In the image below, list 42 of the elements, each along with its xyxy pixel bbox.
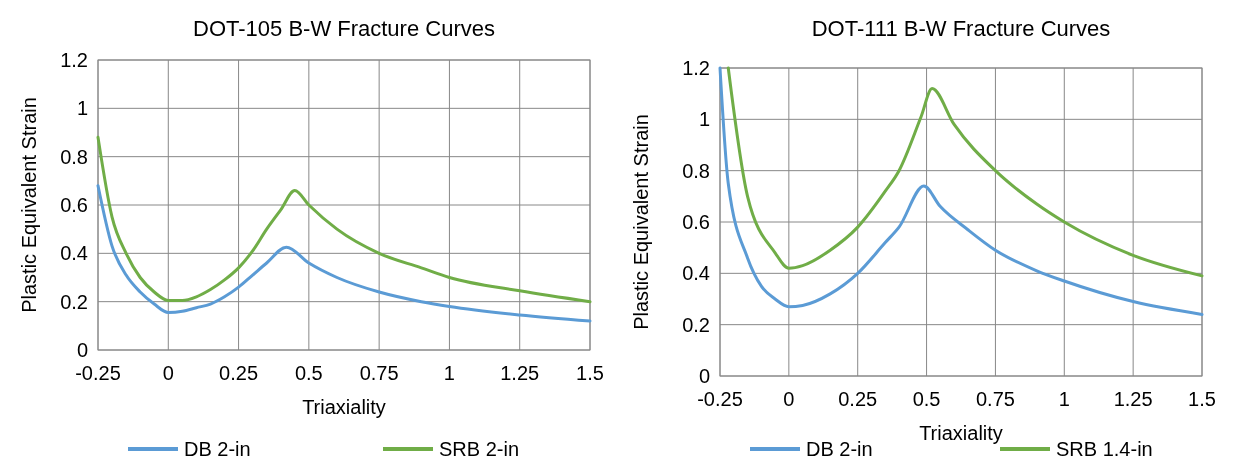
y-tick-label: 1 (698, 108, 710, 131)
y-tick-label: 0 (76, 339, 88, 361)
legend-label: SRB 2-in (439, 438, 520, 460)
x-tick-label: 0 (783, 388, 795, 410)
x-tick-label: 0.25 (219, 362, 259, 384)
line-series (96, 135, 592, 304)
y-tick-label: 0.8 (60, 145, 88, 168)
x-tick-label: -0.25 (697, 388, 743, 410)
x-tick-label: 1.5 (576, 362, 604, 384)
y-tick-label: 1.2 (682, 57, 710, 79)
x-tick-label: 0.75 (975, 388, 1015, 410)
legend-label: DB 2-in (806, 438, 873, 460)
x-tick-label: 1.25 (500, 362, 540, 384)
y-tick-label: 0.2 (60, 290, 88, 313)
y-axis-title: Plastic Equivalent Strain (18, 97, 40, 313)
y-tick-label: 0.4 (60, 242, 88, 265)
y-axis-title: Plastic Equivalent Strain (630, 114, 652, 330)
chart-title: DOT-105 B-W Fracture Curves (193, 16, 495, 41)
x-axis-title: Triaxiality (302, 396, 386, 418)
x-tick-label: 1 (443, 362, 455, 384)
y-tick-label: 0.6 (60, 194, 88, 216)
x-tick-label: 1 (1058, 388, 1070, 410)
y-tick-label: 0.6 (682, 211, 710, 233)
x-tick-label: 0.25 (838, 388, 878, 410)
y-tick-label: 0.2 (682, 313, 710, 336)
line-series (96, 184, 592, 323)
x-tick-label: 0 (162, 362, 174, 384)
line-series (726, 66, 1204, 278)
x-tick-label: 1.5 (1188, 388, 1216, 410)
x-tick-label: 1.25 (1113, 388, 1153, 410)
x-axis-title: Triaxiality (919, 422, 1003, 444)
x-tick-label: 0.5 (294, 362, 323, 384)
legend-label: DB 2-in (184, 438, 251, 460)
y-tick-label: 1 (76, 97, 88, 120)
x-tick-label: 0.5 (912, 388, 941, 410)
legend-label: SRB 1.4-in (1056, 438, 1153, 460)
chart-title: DOT-111 B-W Fracture Curves (811, 16, 1111, 41)
y-tick-label: 0.4 (682, 262, 710, 285)
y-tick-label: 1.2 (60, 49, 88, 71)
x-tick-label: -0.25 (75, 362, 121, 384)
y-tick-label: 0.8 (682, 159, 710, 182)
x-tick-label: 0.75 (359, 362, 399, 384)
